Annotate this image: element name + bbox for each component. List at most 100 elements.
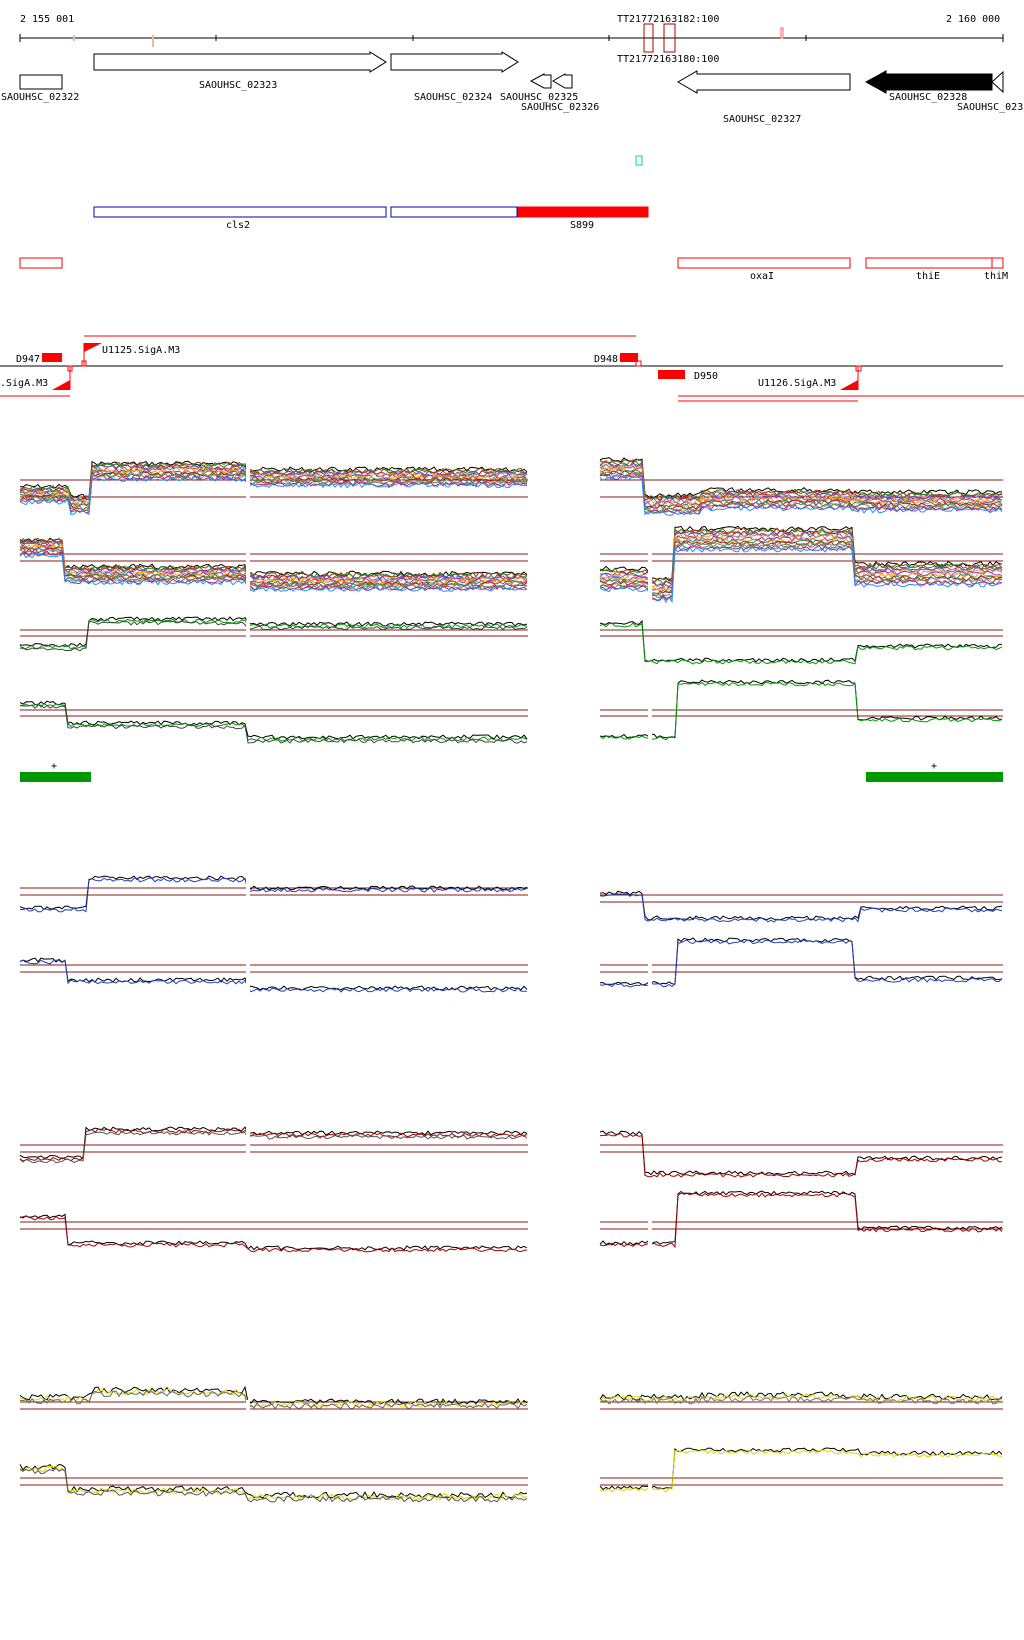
profile-line xyxy=(19,1130,528,1164)
profile-line xyxy=(19,1128,528,1162)
gene-saouhsc-02328[interactable] xyxy=(864,70,993,94)
red-track-2-left xyxy=(19,1213,528,1253)
gene-saouhsc-02322[interactable] xyxy=(19,74,63,90)
feature-oxai[interactable] xyxy=(677,257,851,269)
profile-line xyxy=(599,1393,1003,1403)
terminator-label-bottom: TT21772163180:100 xyxy=(617,54,719,65)
green-track-2-right xyxy=(599,679,1003,741)
promoter-u1126-flag[interactable] xyxy=(840,380,858,390)
track-gap xyxy=(246,1120,250,1160)
profile-line xyxy=(599,939,1003,988)
gene-label: SAOUHSC_02324 xyxy=(414,92,492,103)
gene-label: SAOUHSC_023 xyxy=(957,102,1023,113)
red-track-1-left xyxy=(19,1126,528,1164)
blue-track-2-left xyxy=(19,957,528,993)
profile-line xyxy=(19,700,528,740)
gene-saouhsc-02324[interactable] xyxy=(390,51,519,73)
gene-saouhsc-02326[interactable] xyxy=(552,73,573,89)
feature-label: thiE xyxy=(916,271,940,282)
gene-label: SAOUHSC_02328 xyxy=(889,92,967,103)
profile-line xyxy=(599,1391,1003,1401)
expression-multi-tracks xyxy=(19,457,1003,604)
track-gap xyxy=(648,690,652,740)
promoter-label: D947 xyxy=(16,354,40,365)
gene-label: SAOUHSC_02323 xyxy=(199,80,277,91)
expression-blue-tracks xyxy=(19,875,1003,993)
profile-line xyxy=(599,619,1002,663)
feature-blue-segment[interactable] xyxy=(390,206,518,218)
feature-red-left[interactable] xyxy=(19,257,63,269)
strand-bars: + + xyxy=(20,761,1003,782)
feature-cls2[interactable] xyxy=(93,206,387,218)
profile-line xyxy=(599,472,1003,514)
promoter-d947[interactable] xyxy=(42,353,62,362)
coordinate-ruler: 2 155 001 2 160 000 xyxy=(19,14,1004,47)
ruler-start-label: 2 155 001 xyxy=(20,14,74,25)
promoter-d948[interactable] xyxy=(620,353,638,362)
profile-line xyxy=(19,877,528,913)
profile-line xyxy=(19,1213,528,1251)
promoter-label: .SigA.M3 xyxy=(0,378,48,389)
profile-line xyxy=(19,1467,528,1503)
gene-label: SAOUHSC_02326 xyxy=(521,102,599,113)
gene-track: SAOUHSC_02322 SAOUHSC_02323 SAOUHSC_0232… xyxy=(1,51,1023,125)
profile-line xyxy=(599,893,1003,923)
strand-bar-right xyxy=(866,772,1003,782)
profile-line xyxy=(599,457,1003,499)
profile-line xyxy=(19,537,528,578)
profile-line xyxy=(19,539,528,581)
profile-line xyxy=(599,1192,1003,1249)
profile-line xyxy=(19,618,528,650)
track-gap xyxy=(246,950,250,1000)
profile-line xyxy=(599,465,1003,507)
profile-line xyxy=(19,1388,528,1408)
feature-label: oxaI xyxy=(750,271,774,282)
red-track-2-right xyxy=(599,1190,1003,1249)
promoter-u1125-flag[interactable] xyxy=(84,343,102,352)
yellow-track-1-right xyxy=(599,1391,1003,1410)
yellow-track-1-left xyxy=(19,1385,528,1410)
profile-line xyxy=(599,1130,1003,1176)
track-gap xyxy=(246,850,250,900)
profile-line xyxy=(19,620,528,652)
red-track-1-right xyxy=(599,1130,1003,1178)
gene-saouhsc-02325[interactable] xyxy=(529,73,552,89)
terminator-label-top: TT21772163182:100 xyxy=(617,14,719,25)
profile-line xyxy=(599,536,1003,593)
gene-saouhsc-02327[interactable] xyxy=(677,70,851,94)
profile-line xyxy=(599,544,1003,601)
promoter-d950[interactable] xyxy=(658,370,682,379)
feature-thie[interactable] xyxy=(865,257,993,269)
profile-line xyxy=(599,546,1003,604)
profile-line xyxy=(19,462,528,500)
profile-line xyxy=(19,704,528,744)
gene-label: SAOUHSC_02322 xyxy=(1,92,79,103)
blue-track-1-right xyxy=(599,890,1003,923)
profile-line xyxy=(599,464,1003,506)
strand-bar-left xyxy=(20,772,91,782)
profile-line xyxy=(599,463,1003,504)
promoter-siga-left-flag[interactable] xyxy=(52,380,70,390)
gene-saouhsc-023-partial[interactable] xyxy=(991,70,1004,94)
blue-track-1-left xyxy=(19,875,528,913)
track-gap xyxy=(648,540,652,600)
feature-label: cls2 xyxy=(226,220,250,231)
green-track-2-left xyxy=(19,700,528,744)
gene-saouhsc-02323[interactable] xyxy=(93,51,387,73)
feature-thim[interactable] xyxy=(991,257,1004,269)
feature-track: cls2 S899 oxaI thiE thiM xyxy=(19,206,1008,282)
profile-line xyxy=(599,538,1003,595)
profile-line xyxy=(599,535,1003,592)
ruler-end-label: 2 160 000 xyxy=(946,14,1000,25)
profile-line xyxy=(599,1395,1003,1405)
feature-label: thiM xyxy=(984,271,1008,282)
feature-s899[interactable] xyxy=(517,206,649,218)
profile-line xyxy=(19,460,528,500)
yellow-track-2-right xyxy=(599,1447,1003,1493)
profile-line xyxy=(19,461,528,501)
profile-line xyxy=(599,890,1003,921)
track-gap xyxy=(246,1400,250,1410)
profile-line xyxy=(599,622,1003,665)
profile-line xyxy=(599,1449,1003,1493)
